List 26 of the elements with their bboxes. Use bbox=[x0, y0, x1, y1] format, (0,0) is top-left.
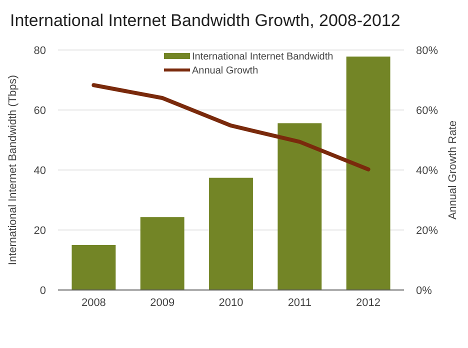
x-tick-label: 2009 bbox=[150, 297, 175, 309]
y-tick-label: 80 bbox=[34, 44, 46, 57]
y2-tick-label: 0% bbox=[416, 284, 432, 297]
x-tick-label: 2010 bbox=[218, 297, 244, 309]
y2-tick-label: 20% bbox=[416, 224, 438, 237]
y-axis-title: International Internet Bandwidth (Tbps) bbox=[7, 74, 19, 266]
y2-axis-title: Annual Growth Rate bbox=[447, 120, 459, 220]
legend-label: Annual Growth bbox=[192, 66, 258, 76]
y2-tick-label: 80% bbox=[416, 44, 438, 57]
bar bbox=[346, 56, 390, 290]
bar bbox=[209, 178, 253, 290]
bar bbox=[72, 245, 116, 290]
chart-title: International Internet Bandwidth Growth, 2008-2012 bbox=[10, 11, 400, 30]
y-tick-label: 0 bbox=[40, 284, 46, 297]
line-series bbox=[92, 83, 370, 172]
x-tick-label: 2012 bbox=[356, 297, 381, 309]
legend-label: International Internet Bandwidth bbox=[192, 52, 334, 62]
x-tick-label: 2008 bbox=[81, 297, 106, 309]
x-tick-label: 2011 bbox=[288, 297, 312, 309]
y-tick-label: 20 bbox=[34, 224, 46, 237]
y-tick-label: 60 bbox=[34, 104, 46, 117]
y-tick-label: 40 bbox=[34, 164, 46, 177]
y2-tick-label: 40% bbox=[416, 164, 438, 177]
bar bbox=[278, 123, 322, 290]
y2-tick-label: 60% bbox=[416, 104, 438, 117]
bar bbox=[140, 217, 184, 290]
